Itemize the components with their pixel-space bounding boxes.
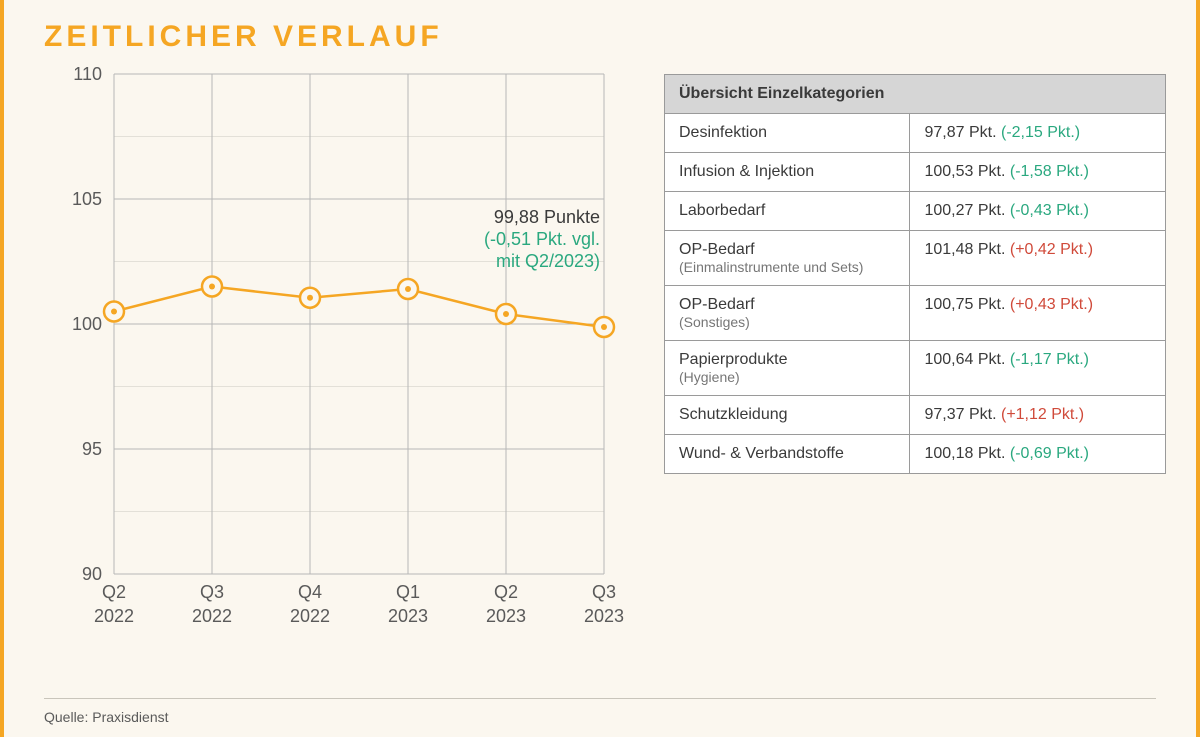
category-name: OP-Bedarf (679, 296, 895, 314)
page-title: ZEITLICHER VERLAUF (44, 20, 1166, 54)
table-container: Übersicht Einzelkategorien Desinfektion 9… (664, 74, 1166, 644)
svg-text:2022: 2022 (290, 606, 330, 626)
category-delta: (-0,69 Pkt.) (1010, 445, 1089, 462)
source-text: Quelle: Praxisdienst (44, 709, 169, 725)
category-value: 97,87 Pkt. (924, 124, 1001, 141)
category-value-cell: 97,87 Pkt. (-2,15 Pkt.) (910, 114, 1166, 153)
category-value: 101,48 Pkt. (924, 241, 1009, 258)
svg-text:Q2: Q2 (102, 582, 126, 602)
content-row: 90 95 100 105 110 Q2 2022 Q3 2022 Q4 2022 Q1 2023 Q2… (44, 64, 1166, 644)
svg-text:Q3: Q3 (592, 582, 616, 602)
line-chart: 90 95 100 105 110 Q2 2022 Q3 2022 Q4 2022 Q1 2023 Q2… (44, 64, 624, 644)
category-delta: (+0,43 Pkt.) (1010, 296, 1093, 313)
footer-rule (44, 698, 1156, 699)
category-value: 97,37 Pkt. (924, 406, 1001, 423)
svg-text:Q1: Q1 (396, 582, 420, 602)
category-name: Infusion & Injektion (679, 163, 895, 181)
category-value: 100,18 Pkt. (924, 445, 1009, 462)
category-value-cell: 101,48 Pkt. (+0,42 Pkt.) (910, 231, 1166, 286)
svg-text:95: 95 (82, 439, 102, 459)
table-row: Papierprodukte(Hygiene)100,64 Pkt. (-1,1… (665, 341, 1166, 396)
table-row: OP-Bedarf(Einmalinstrumente und Sets)101… (665, 231, 1166, 286)
svg-text:2023: 2023 (584, 606, 624, 626)
svg-text:90: 90 (82, 564, 102, 584)
category-value: 100,75 Pkt. (924, 296, 1009, 313)
category-delta: (-1,58 Pkt.) (1010, 163, 1089, 180)
svg-text:2022: 2022 (94, 606, 134, 626)
svg-text:Q3: Q3 (200, 582, 224, 602)
category-name-cell: Wund- & Verbandstoffe (665, 435, 910, 474)
category-name: OP-Bedarf (679, 241, 895, 259)
category-value-cell: 100,53 Pkt. (-1,58 Pkt.) (910, 153, 1166, 192)
svg-text:2022: 2022 (192, 606, 232, 626)
category-name: Wund- & Verbandstoffe (679, 445, 895, 463)
category-value: 100,64 Pkt. (924, 351, 1009, 368)
category-delta: (-0,43 Pkt.) (1010, 202, 1089, 219)
table-row: OP-Bedarf(Sonstiges)100,75 Pkt. (+0,43 P… (665, 286, 1166, 341)
svg-text:99,88 Punkte: 99,88 Punkte (494, 207, 600, 227)
svg-text:2023: 2023 (486, 606, 526, 626)
category-value: 100,27 Pkt. (924, 202, 1009, 219)
table-row: Wund- & Verbandstoffe 100,18 Pkt. (-0,69 … (665, 435, 1166, 474)
svg-text:(-0,51 Pkt. vgl.: (-0,51 Pkt. vgl. (484, 229, 600, 249)
table-row: Laborbedarf 100,27 Pkt. (-0,43 Pkt.) (665, 192, 1166, 231)
svg-text:105: 105 (72, 189, 102, 209)
category-name: Laborbedarf (679, 202, 895, 220)
category-delta: (-1,17 Pkt.) (1010, 351, 1089, 368)
table-row: Desinfektion 97,87 Pkt. (-2,15 Pkt.) (665, 114, 1166, 153)
category-name-cell: Desinfektion (665, 114, 910, 153)
category-name-cell: Infusion & Injektion (665, 153, 910, 192)
category-name-cell: Papierprodukte(Hygiene) (665, 341, 910, 396)
page: ZEITLICHER VERLAUF 90 95 100 105 110 Q2 2022 Q… (0, 0, 1200, 737)
chart-container: 90 95 100 105 110 Q2 2022 Q3 2022 Q4 2022 Q1 2023 Q2… (44, 64, 624, 644)
category-delta: (-2,15 Pkt.) (1001, 124, 1080, 141)
category-name-cell: OP-Bedarf(Sonstiges) (665, 286, 910, 341)
category-value-cell: 100,64 Pkt. (-1,17 Pkt.) (910, 341, 1166, 396)
svg-text:2023: 2023 (388, 606, 428, 626)
category-name-cell: OP-Bedarf(Einmalinstrumente und Sets) (665, 231, 910, 286)
category-name-cell: Laborbedarf (665, 192, 910, 231)
category-sub: (Sonstiges) (679, 314, 895, 330)
category-name: Schutzkleidung (679, 406, 895, 424)
category-delta: (+1,12 Pkt.) (1001, 406, 1084, 423)
svg-text:Q4: Q4 (298, 582, 322, 602)
category-value-cell: 97,37 Pkt. (+1,12 Pkt.) (910, 396, 1166, 435)
category-name: Desinfektion (679, 124, 895, 142)
table-row: Infusion & Injektion 100,53 Pkt. (-1,58 P… (665, 153, 1166, 192)
svg-text:110: 110 (73, 64, 102, 84)
category-value-cell: 100,18 Pkt. (-0,69 Pkt.) (910, 435, 1166, 474)
category-sub: (Einmalinstrumente und Sets) (679, 259, 895, 275)
svg-text:mit Q2/2023): mit Q2/2023) (496, 251, 600, 271)
category-value-cell: 100,75 Pkt. (+0,43 Pkt.) (910, 286, 1166, 341)
category-name-cell: Schutzkleidung (665, 396, 910, 435)
category-delta: (+0,42 Pkt.) (1010, 241, 1093, 258)
table-header: Übersicht Einzelkategorien (665, 75, 1166, 114)
category-value: 100,53 Pkt. (924, 163, 1009, 180)
svg-text:Q2: Q2 (494, 582, 518, 602)
table-row: Schutzkleidung 97,37 Pkt. (+1,12 Pkt.) (665, 396, 1166, 435)
category-table: Übersicht Einzelkategorien Desinfektion 9… (664, 74, 1166, 474)
category-value-cell: 100,27 Pkt. (-0,43 Pkt.) (910, 192, 1166, 231)
svg-text:100: 100 (72, 314, 102, 334)
category-name: Papierprodukte (679, 351, 895, 369)
category-sub: (Hygiene) (679, 369, 895, 385)
